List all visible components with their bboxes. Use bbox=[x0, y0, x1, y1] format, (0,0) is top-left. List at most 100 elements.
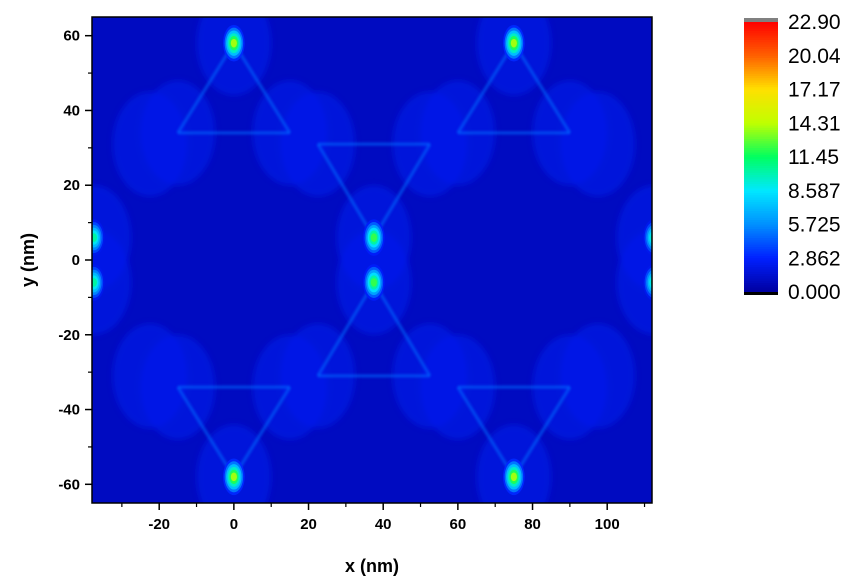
colorbar-segment bbox=[744, 64, 778, 68]
colorbar-segment bbox=[744, 114, 778, 118]
colorbar-segment bbox=[744, 276, 778, 280]
colorbar-segment bbox=[744, 278, 778, 282]
hotspot-mark bbox=[92, 233, 97, 242]
colorbar-segment bbox=[744, 244, 778, 248]
field-streak bbox=[512, 386, 572, 478]
hotspot-mark bbox=[510, 472, 517, 482]
x-tick-label: 60 bbox=[450, 516, 467, 533]
y-tick-label: -60 bbox=[58, 476, 80, 493]
colorbar-segment bbox=[744, 163, 778, 167]
colorbar-segment bbox=[744, 46, 778, 50]
colorbar-segment bbox=[744, 157, 778, 160]
colorbar-segment bbox=[744, 136, 778, 140]
colorbar-segment bbox=[744, 172, 778, 176]
colorbar-segment bbox=[744, 55, 778, 59]
colorbar-segment bbox=[744, 287, 778, 291]
colorbar-segment bbox=[744, 235, 778, 239]
colorbar-segment bbox=[744, 94, 778, 97]
colorbar-segment bbox=[744, 215, 778, 219]
colorbar-segment bbox=[744, 283, 778, 286]
colorbar-segment bbox=[744, 62, 778, 66]
colorbar-segment bbox=[744, 28, 778, 32]
hotspot-mark bbox=[370, 233, 377, 242]
colorbar-segment bbox=[744, 107, 778, 111]
colorbar-segment bbox=[744, 105, 778, 109]
colorbar-segment bbox=[744, 184, 778, 187]
hotspot-mark bbox=[510, 38, 517, 48]
colorbar-segment bbox=[744, 85, 778, 88]
colorbar-segment bbox=[744, 24, 778, 28]
colorbar-segment bbox=[744, 51, 778, 55]
colorbar-segment bbox=[744, 141, 778, 145]
colorbar-segment bbox=[744, 226, 778, 230]
colorbar-segment bbox=[744, 31, 778, 34]
hotspot-layer bbox=[92, 24, 652, 496]
colorbar-segment bbox=[744, 280, 778, 284]
colorbar-segment bbox=[744, 269, 778, 273]
colorbar-segment bbox=[744, 82, 778, 86]
field-halo bbox=[280, 91, 356, 197]
colorbar-segment bbox=[744, 170, 778, 174]
hotspot-mark bbox=[370, 278, 377, 287]
hotspot-mark bbox=[649, 231, 652, 245]
field-streak bbox=[316, 143, 376, 239]
colorbar-segment bbox=[744, 197, 778, 201]
colorbar-label: 2.862 bbox=[788, 247, 841, 270]
colorbar-segment bbox=[744, 96, 778, 100]
colorbar-segment bbox=[744, 247, 778, 250]
field-halo bbox=[92, 230, 132, 335]
y-tick-label: 40 bbox=[63, 102, 80, 119]
hotspot-mark bbox=[230, 472, 237, 482]
x-axis-label: x (nm) bbox=[345, 556, 399, 576]
colorbar-segment bbox=[744, 274, 778, 277]
colorbar-segment bbox=[744, 40, 778, 43]
field-streak bbox=[176, 386, 236, 478]
colorbar-segment bbox=[744, 222, 778, 226]
colorbar-segment bbox=[744, 118, 778, 122]
colorbar-segment bbox=[744, 188, 778, 192]
colorbar-segment bbox=[744, 195, 778, 199]
colorbar-segment bbox=[744, 229, 778, 232]
field-streak bbox=[232, 386, 292, 478]
y-axis-label: y (nm) bbox=[18, 233, 38, 287]
colorbar-segment bbox=[744, 49, 778, 52]
field-halo bbox=[560, 323, 636, 429]
colorbar-segment bbox=[744, 22, 778, 25]
colorbar-segment bbox=[744, 87, 778, 91]
colorbar-segment bbox=[744, 76, 778, 79]
colorbar-segment bbox=[744, 98, 778, 102]
colorbar-segment bbox=[744, 175, 778, 178]
colorbar-segment bbox=[744, 58, 778, 61]
colorbar-segment bbox=[744, 127, 778, 131]
colorbar-segment bbox=[744, 26, 778, 30]
field-halo bbox=[560, 91, 636, 197]
colorbar-segment bbox=[744, 233, 778, 237]
colorbar-segment bbox=[744, 42, 778, 46]
y-tick-label: 0 bbox=[72, 252, 80, 269]
colorbar-segment bbox=[744, 123, 778, 127]
colorbar-segment bbox=[744, 242, 778, 246]
field-streak bbox=[176, 42, 236, 134]
colorbar-segment bbox=[744, 186, 778, 190]
colorbar-segment bbox=[744, 69, 778, 73]
y-tick-label: -20 bbox=[58, 327, 80, 344]
field-halo bbox=[280, 323, 356, 429]
colorbar-segment bbox=[744, 238, 778, 241]
colorbar-segment bbox=[744, 262, 778, 266]
colorbar-segment bbox=[744, 159, 778, 163]
colorbar-segment bbox=[744, 154, 778, 158]
field-halo bbox=[112, 91, 188, 197]
colorbar-segment bbox=[744, 251, 778, 255]
colorbar-segment bbox=[744, 71, 778, 75]
colorbar-segment bbox=[744, 152, 778, 156]
hotspot-mark bbox=[92, 278, 97, 287]
colorbar-segment bbox=[744, 289, 778, 293]
colorbar-segment bbox=[744, 103, 778, 106]
colorbar-segment bbox=[744, 33, 778, 37]
colorbar-segment bbox=[744, 134, 778, 138]
colorbar-segment bbox=[744, 181, 778, 185]
colorbar-label: 0.000 bbox=[788, 281, 841, 304]
colorbar-segment bbox=[744, 260, 778, 264]
colorbar: 22.90 20.04 17.17 14.31 11.45 8.587 5.725 2.862… bbox=[744, 11, 841, 304]
